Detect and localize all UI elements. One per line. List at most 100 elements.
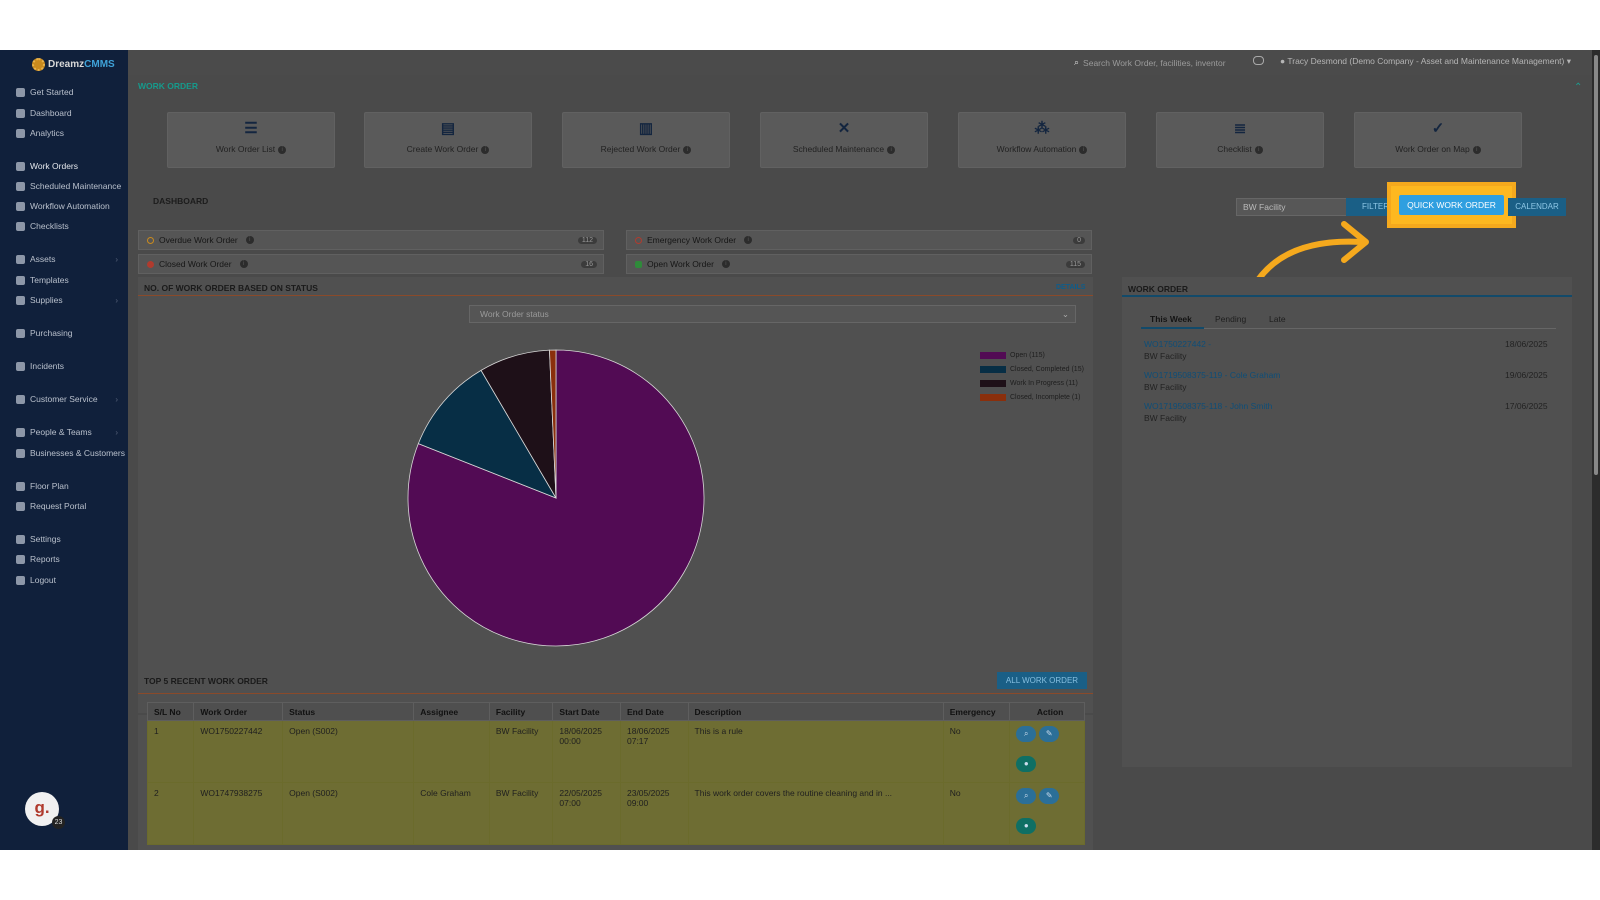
chat-icon[interactable] xyxy=(1253,56,1264,65)
panel-divider xyxy=(138,693,1093,694)
sidebar-item-label: Checklists xyxy=(30,221,69,231)
sidebar-item-label: Purchasing xyxy=(30,328,73,338)
search-input[interactable]: ⌕ Search Work Order, facilities, invento… xyxy=(1074,55,1249,70)
table-row[interactable]: 2 WO1747938275 Open (S002) Cole Graham B… xyxy=(146,782,1085,845)
all-work-order-button[interactable]: ALL WORK ORDER xyxy=(997,672,1087,689)
sidebar-item-label: Dashboard xyxy=(30,108,72,118)
tile-label: Create Work Order i xyxy=(365,144,531,154)
cell-action: ⌕ ✎ ● xyxy=(1009,782,1085,845)
tile-label: Work Order List i xyxy=(168,144,334,154)
tile-checklist[interactable]: ≣ Checklist i xyxy=(1156,112,1324,168)
sidebar-item-templates[interactable]: Templates xyxy=(0,271,128,289)
work-order-facility: BW Facility xyxy=(1144,382,1187,392)
tile-rejected-work-order[interactable]: ▥ Rejected Work Order i xyxy=(562,112,730,168)
pie-slice[interactable] xyxy=(417,369,557,499)
comment-icon[interactable]: ● xyxy=(1016,756,1037,772)
app-logo[interactable]: DreamzCMMS xyxy=(32,56,115,72)
tab-pending[interactable]: Pending xyxy=(1215,314,1247,324)
stat-overdue-work-order[interactable]: Overdue Work Order i 112 xyxy=(138,230,604,250)
tab-this-week[interactable]: This Week xyxy=(1150,314,1192,324)
calendar-button[interactable]: CALENDAR xyxy=(1508,198,1566,216)
building-icon xyxy=(16,448,25,458)
cell-description: This work order covers the routine clean… xyxy=(687,782,944,845)
sidebar-item-label: Settings xyxy=(30,534,61,544)
sidebar-item-purchasing[interactable]: Purchasing xyxy=(0,324,128,342)
sidebar-item-businesses-customers[interactable]: Businesses & Customers xyxy=(0,444,128,462)
tile-create-work-order[interactable]: ▤ Create Work Order i xyxy=(364,112,532,168)
tile-label: Workflow Automation i xyxy=(959,144,1125,154)
tab-late[interactable]: Late xyxy=(1269,314,1286,324)
filter-button[interactable]: FILTER xyxy=(1346,198,1396,216)
edit-pencil-icon[interactable]: ✎ xyxy=(1039,788,1060,804)
chevron-down-icon: ⌄ xyxy=(1061,309,1069,319)
supplies-icon xyxy=(16,295,25,305)
work-order-date: 17/06/2025 xyxy=(1505,401,1548,411)
tile-work-order-on-map[interactable]: ✓ Work Order on Map i xyxy=(1354,112,1522,168)
sidebar-item-supplies[interactable]: Supplies › xyxy=(0,291,128,309)
sidebar-item-request-portal[interactable]: Request Portal xyxy=(0,497,128,515)
work-order-link[interactable]: WO1719508375-118 - John Smith xyxy=(1144,401,1273,411)
user-menu[interactable]: ● Tracy Desmond (Demo Company - Asset an… xyxy=(1280,56,1571,67)
sidebar-item-checklists[interactable]: Checklists xyxy=(0,217,128,235)
sidebar-item-dashboard[interactable]: Dashboard xyxy=(0,104,128,122)
sidebar-item-label: Work Orders xyxy=(30,161,79,171)
search-icon: ⌕ xyxy=(1074,57,1080,67)
chevron-up-icon[interactable]: ⌃ xyxy=(1574,82,1583,93)
sidebar-item-label: Analytics xyxy=(30,128,65,138)
sidebar-item-get-started[interactable]: Get Started xyxy=(0,83,128,101)
sidebar-item-label: Reports xyxy=(30,554,60,564)
scrollbar-thumb[interactable] xyxy=(1594,55,1598,475)
sidebar-item-logout[interactable]: Logout xyxy=(0,571,128,589)
status-pie-chart xyxy=(407,349,705,647)
view-search-icon[interactable]: ⌕ xyxy=(1016,788,1037,804)
tile-label: Work Order on Map i xyxy=(1355,144,1521,154)
checkbox-icon xyxy=(16,221,25,231)
legend-swatch xyxy=(980,365,1006,373)
sidebar-item-floor-plan[interactable]: Floor Plan xyxy=(0,477,128,495)
panel-divider xyxy=(138,295,1093,296)
dashboard-title: DASHBOARD xyxy=(153,196,209,206)
tile-workflow-automation[interactable]: ⁂ Workflow Automation i xyxy=(958,112,1126,168)
comment-icon xyxy=(16,501,25,511)
column-header: Description xyxy=(687,702,944,721)
sidebar-item-workflow-automation[interactable]: Workflow Automation xyxy=(0,197,128,215)
quick-work-order-button[interactable]: QUICK WORK ORDER xyxy=(1399,195,1504,215)
legend-swatch xyxy=(980,393,1006,401)
work-order-link[interactable]: WO1750227442 - xyxy=(1144,339,1212,349)
chevron-down-icon: ▾ xyxy=(1566,56,1572,66)
chevron-right-icon: › xyxy=(115,254,118,264)
stat-open-work-order[interactable]: Open Work Order i 115 xyxy=(626,254,1092,274)
edit-pencil-icon[interactable]: ✎ xyxy=(1039,726,1060,742)
view-search-icon[interactable]: ⌕ xyxy=(1016,726,1037,742)
sidebar-item-work-orders[interactable]: Work Orders xyxy=(0,157,128,175)
comment-icon[interactable]: ● xyxy=(1016,818,1037,834)
tile-scheduled-maintenance[interactable]: ✕ Scheduled Maintenance i xyxy=(760,112,928,168)
pie-slice[interactable] xyxy=(549,349,557,499)
sidebar-item-analytics[interactable]: Analytics xyxy=(0,124,128,142)
column-header: Assignee xyxy=(413,702,490,721)
cell-facility: BW Facility xyxy=(488,782,554,845)
sidebar-item-reports[interactable]: Reports xyxy=(0,550,128,568)
work-order-date: 18/06/2025 xyxy=(1505,339,1548,349)
sidebar-item-scheduled-maintenance[interactable]: Scheduled Maintenance xyxy=(0,177,128,195)
sidebar-item-customer-service[interactable]: Customer Service › xyxy=(0,390,128,408)
work-order-status-select[interactable]: Work Order status ⌄ xyxy=(469,305,1076,323)
sidebar-item-label: People & Teams xyxy=(30,427,92,437)
tile-label: Checklist i xyxy=(1157,144,1323,154)
sidebar-item-incidents[interactable]: Incidents xyxy=(0,357,128,375)
table-row[interactable]: 1 WO1750227442 Open (S002) BW Facility 1… xyxy=(146,720,1085,783)
stat-label: Emergency Work Order xyxy=(647,235,737,245)
stat-closed-work-order[interactable]: Closed Work Order i 16 xyxy=(138,254,604,274)
chevron-right-icon: › xyxy=(115,394,118,404)
work-order-link[interactable]: WO1719508375-119 - Cole Graham xyxy=(1144,370,1281,380)
sidebar-item-people-teams[interactable]: People & Teams › xyxy=(0,423,128,441)
sidebar-item-assets[interactable]: Assets › xyxy=(0,250,128,268)
cart-icon xyxy=(16,328,25,338)
tile-work-order-list[interactable]: ☰ Work Order List i xyxy=(167,112,335,168)
sidebar-item-settings[interactable]: Settings xyxy=(0,530,128,548)
details-link[interactable]: DETAILS xyxy=(1056,284,1086,291)
sidebar-item-label: Supplies xyxy=(30,295,63,305)
avatar[interactable]: g. xyxy=(25,792,59,826)
stat-emergency-work-order[interactable]: Emergency Work Order i 0 xyxy=(626,230,1092,250)
legend-item: Closed, Incomplete (1) xyxy=(980,390,1084,404)
